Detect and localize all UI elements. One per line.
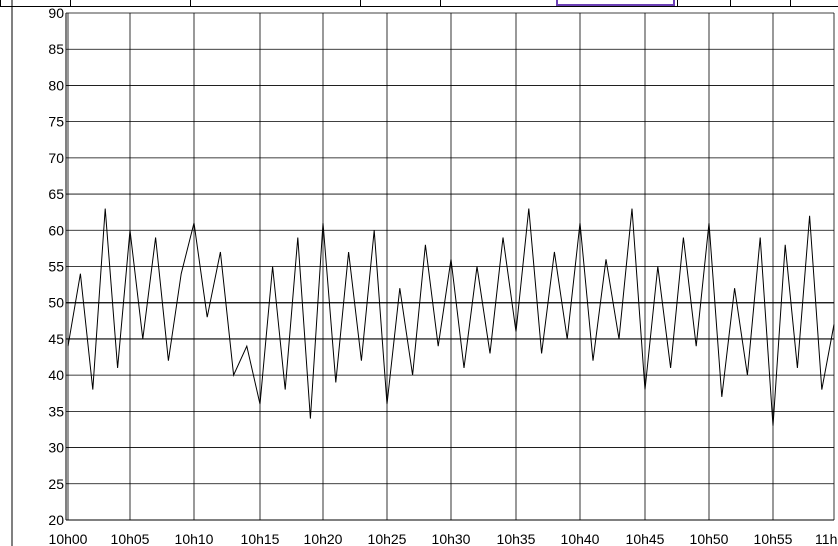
y-tick-label: 75 — [48, 114, 64, 130]
x-tick-label: 10h15 — [241, 531, 280, 546]
x-tick-label: 10h00 — [49, 531, 88, 546]
y-tick-label: 25 — [48, 476, 64, 492]
y-tick-label: 80 — [48, 77, 64, 93]
x-tick-label: 10h55 — [754, 531, 793, 546]
toolbar-cell[interactable] — [360, 0, 440, 6]
y-tick-label: 90 — [48, 5, 64, 21]
y-tick-label: 55 — [48, 259, 64, 275]
y-tick-label: 40 — [48, 367, 64, 383]
toolbar-cell[interactable] — [730, 0, 790, 6]
toolbar-cell[interactable] — [70, 0, 190, 6]
y-tick-label: 30 — [48, 440, 64, 456]
toolbar-cell[interactable] — [0, 0, 70, 6]
x-tick-label: 10h30 — [432, 531, 471, 546]
x-tick-label: 10h25 — [368, 531, 407, 546]
toolbar-cell[interactable] — [677, 0, 730, 6]
y-tick-label: 65 — [48, 186, 64, 202]
y-tick-label: 85 — [48, 41, 64, 57]
series-line — [67, 208, 835, 426]
x-tick-label: 10h05 — [111, 531, 150, 546]
toolbar-cell[interactable] — [440, 0, 555, 6]
x-tick-label: 10h35 — [497, 531, 536, 546]
y-tick-label: 45 — [48, 331, 64, 347]
x-tick-label: 10h50 — [690, 531, 729, 546]
y-tick-label: 20 — [48, 512, 64, 528]
toolbar-strip — [0, 0, 838, 7]
chart-grid — [65, 12, 835, 521]
x-tick-label: 10h40 — [561, 531, 600, 546]
y-tick-label: 35 — [48, 403, 64, 419]
y-tick-label: 60 — [48, 222, 64, 238]
toolbar-cell[interactable] — [790, 0, 838, 6]
x-tick-label: 10h10 — [175, 531, 214, 546]
y-tick-label: 50 — [48, 295, 64, 311]
x-tick-label: 11h00 — [815, 531, 838, 546]
toolbar-selected-cell[interactable] — [556, 0, 675, 6]
x-tick-label: 10h45 — [626, 531, 665, 546]
y-axis-ticks: 20 25 30 35 40 45 50 55 60 65 70 75 80 85 90 — [48, 5, 64, 528]
toolbar-cell[interactable] — [190, 0, 360, 6]
y-tick-label: 70 — [48, 150, 64, 166]
x-axis-ticks: 10h00 10h05 10h10 10h15 10h20 10h25 10h30 10h35… — [49, 531, 838, 546]
x-tick-label: 10h20 — [304, 531, 343, 546]
